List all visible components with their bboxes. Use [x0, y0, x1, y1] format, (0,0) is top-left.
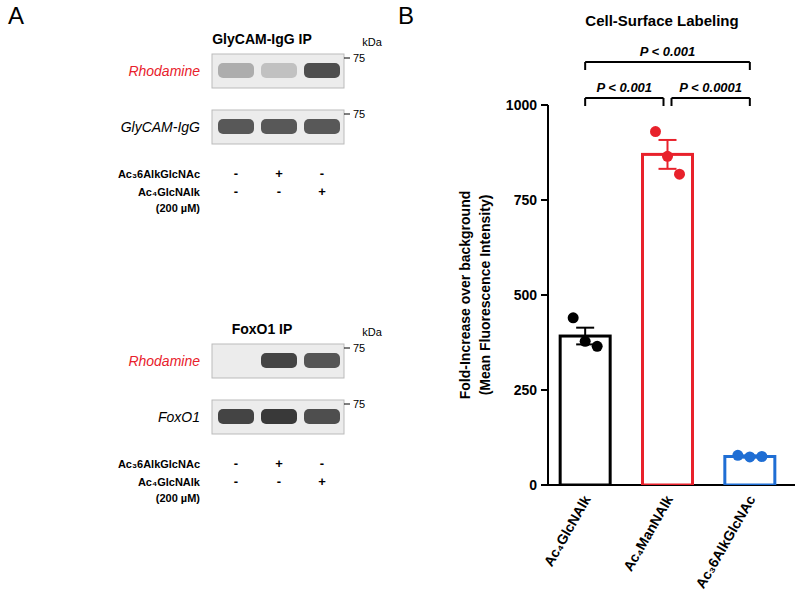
blot-background [212, 344, 344, 378]
kda-label: kDa [362, 326, 382, 338]
treatment-dose: (200 µM) [156, 492, 201, 504]
figure: A B GlyCAM-IgG IP kDa Rhodamine 75 GlyCAM-IgG 7… [0, 0, 800, 610]
blot-panel [212, 110, 344, 144]
significance-label: P < 0.0001 [679, 80, 742, 95]
marker-tick [344, 114, 350, 115]
data-point [662, 151, 673, 162]
axis-label: Fold-Increase over background [457, 191, 473, 400]
treatment-name: Ac₄GlcNAlk [138, 476, 201, 488]
band [218, 119, 254, 134]
plot-area [560, 126, 775, 485]
blot-title: GlyCAM-IgG IP [212, 31, 312, 47]
data-point [568, 312, 579, 323]
data-point [592, 341, 603, 352]
bar [643, 154, 693, 485]
treatment-sign: + [275, 456, 283, 471]
treatment-sign: - [320, 456, 324, 471]
data-point [756, 451, 767, 462]
band [304, 119, 340, 134]
significance-bracket [585, 98, 663, 106]
y-tick-label: 250 [514, 382, 538, 398]
data-point [732, 450, 743, 461]
y-tick-label: 1000 [506, 97, 537, 113]
treatment-name: Ac₃6AlkGlcNAc [118, 168, 200, 180]
kda-label: kDa [362, 36, 382, 48]
band [304, 63, 340, 78]
significance-bracket [672, 98, 750, 106]
blot-panel [212, 400, 344, 434]
x-tick-label: Ac₃6AlkGlcNAc [692, 492, 758, 591]
treatment-sign: - [234, 456, 238, 471]
y-tick [541, 484, 548, 486]
y-tick [541, 389, 548, 391]
treatment-name: Ac₃6AlkGlcNAc [118, 458, 200, 470]
treatment-sign: + [318, 474, 326, 489]
treatment-sign: + [275, 166, 283, 181]
axis-label: (Mean Fluorescence Intensity) [477, 195, 493, 396]
blot-background [212, 110, 344, 144]
treatment-sign: - [234, 184, 238, 199]
treatment-sign: - [320, 166, 324, 181]
treatment-sign: - [277, 184, 281, 199]
blot-background [212, 54, 344, 88]
y-tick [541, 104, 548, 106]
y-tick-label: 750 [514, 192, 538, 208]
band [261, 63, 297, 78]
x-tick-label: Ac₄GlcNAlk [540, 492, 593, 569]
band [218, 409, 254, 424]
data-point [674, 169, 685, 180]
row-label: GlyCAM-IgG [121, 119, 200, 135]
marker-label: 75 [353, 52, 365, 64]
x-tick-label: Ac₄ManNAlk [620, 492, 676, 573]
blot-background [212, 400, 344, 434]
marker-label: 75 [353, 342, 365, 354]
marker-label: 75 [353, 398, 365, 410]
y-tick [541, 294, 548, 296]
treatment-sign: - [234, 474, 238, 489]
y-tick-label: 500 [514, 287, 538, 303]
marker-label: 75 [353, 108, 365, 120]
panel-label: B [398, 2, 414, 29]
treatment-sign: + [318, 184, 326, 199]
band [304, 409, 340, 424]
y-tick-label: 0 [529, 477, 537, 493]
band [261, 409, 297, 424]
significance-label: P < 0.001 [640, 44, 696, 59]
bar [560, 336, 610, 485]
treatment-dose: (200 µM) [156, 202, 201, 214]
band [304, 353, 340, 368]
row-label: Rhodamine [128, 353, 200, 369]
band [218, 63, 254, 78]
y-tick [541, 199, 548, 201]
chart-title: Cell-Surface Labeling [585, 12, 738, 29]
treatment-sign: - [234, 166, 238, 181]
band [261, 353, 297, 368]
significance-label: P < 0.001 [597, 80, 653, 95]
band [261, 119, 297, 134]
data-point [580, 336, 591, 347]
blot-panel [212, 54, 344, 88]
data-point [744, 451, 755, 462]
blot-title: FoxO1 IP [232, 321, 293, 337]
blot-panel [212, 344, 344, 378]
row-label: FoxO1 [158, 409, 200, 425]
marker-tick [344, 58, 350, 59]
row-label: Rhodamine [128, 63, 200, 79]
error-bar [659, 140, 677, 169]
marker-tick [344, 348, 350, 349]
data-point [650, 126, 661, 137]
treatment-sign: - [277, 474, 281, 489]
panel-label: A [8, 2, 24, 29]
marker-tick [344, 404, 350, 405]
significance-bracket [585, 62, 750, 70]
treatment-name: Ac₄GlcNAlk [138, 186, 201, 198]
